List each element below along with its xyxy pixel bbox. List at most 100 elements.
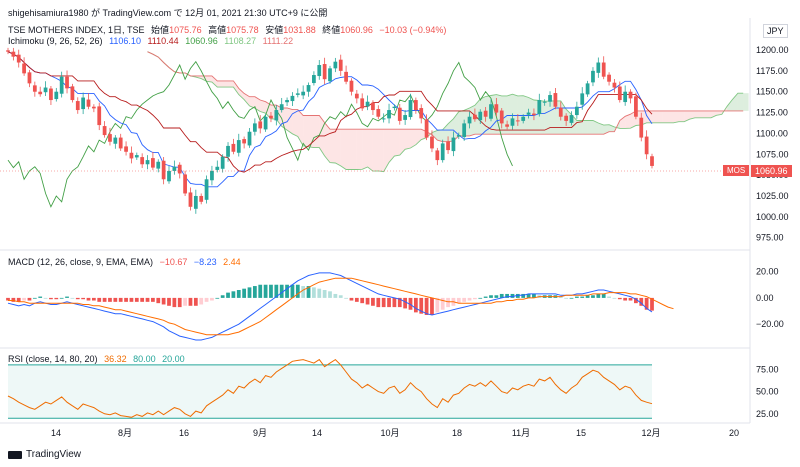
candle xyxy=(623,85,628,106)
candle-body xyxy=(392,106,397,109)
candle xyxy=(376,105,381,120)
candle-body xyxy=(408,100,413,118)
candle-body xyxy=(247,131,252,146)
macd-histogram-bar xyxy=(75,297,80,300)
candle xyxy=(617,81,622,103)
rsi-line xyxy=(7,358,653,418)
macd-histogram-bar xyxy=(38,296,43,298)
cloud-segment xyxy=(340,129,347,170)
candle xyxy=(532,108,536,121)
candle xyxy=(596,57,601,78)
candle xyxy=(81,92,86,115)
symbol-label: TSE MOTHERS INDEX, 1日, TSE xyxy=(8,25,145,35)
candle-body xyxy=(70,86,75,101)
currency-badge[interactable]: JPY xyxy=(763,24,788,38)
cloud-segment xyxy=(431,130,438,141)
candle xyxy=(118,133,123,151)
candle-body xyxy=(435,150,440,161)
rsi-tick-label: 50.00 xyxy=(756,387,779,397)
candle xyxy=(473,108,477,122)
macd-histogram-bar xyxy=(279,284,284,298)
candle-body xyxy=(387,110,391,119)
macd-histogram-bar xyxy=(290,284,295,298)
candle-body xyxy=(494,104,499,113)
candle-body xyxy=(537,100,542,115)
candle-body xyxy=(183,174,187,194)
candle-body xyxy=(467,116,472,124)
cloud-segment xyxy=(646,110,652,123)
macd-histogram-bar xyxy=(569,297,574,299)
candle-body xyxy=(290,95,295,102)
candle-body xyxy=(231,143,236,152)
macd-histogram-bar xyxy=(54,297,59,300)
cloud-segment xyxy=(206,75,212,83)
cloud-segment xyxy=(249,96,255,109)
candle xyxy=(220,154,225,173)
macd-histogram-bar xyxy=(102,297,107,302)
candle xyxy=(193,189,198,214)
candle-body xyxy=(489,104,493,119)
candle-body xyxy=(580,93,585,105)
candle xyxy=(403,110,408,125)
candle xyxy=(564,113,569,126)
macd-histogram-bar xyxy=(467,297,472,301)
macd-histogram-bar xyxy=(650,297,654,311)
candle-body xyxy=(172,166,177,171)
candle xyxy=(11,47,16,61)
cloud-segment xyxy=(346,129,352,170)
candle-body xyxy=(376,109,381,117)
candle-body xyxy=(397,107,402,121)
candle-body xyxy=(54,91,59,100)
candle-body xyxy=(199,195,204,202)
cloud-segment xyxy=(598,122,604,135)
candle xyxy=(607,72,611,86)
macd-histogram-bar xyxy=(312,287,316,298)
macd-histogram-bar xyxy=(134,297,139,302)
candle-body xyxy=(585,83,590,95)
tradingview-logo[interactable]: TradingView xyxy=(8,449,81,460)
candle xyxy=(140,153,145,169)
candle-body xyxy=(430,136,434,149)
candle-body xyxy=(6,50,10,52)
candle-body xyxy=(113,137,118,144)
macd-hist-value: −10.67 xyxy=(159,257,188,267)
candle-body xyxy=(22,63,26,74)
candle xyxy=(574,101,579,119)
cloud-segment xyxy=(233,80,239,95)
candle xyxy=(591,67,595,87)
macd-histogram-bar xyxy=(580,296,585,298)
candle-body xyxy=(210,170,214,181)
macd-histogram-bar xyxy=(124,297,128,302)
candle xyxy=(650,153,654,169)
cloud-segment xyxy=(678,110,685,122)
macd-histogram-bar xyxy=(639,297,644,306)
cloud-segment xyxy=(700,110,706,118)
candle-body xyxy=(515,120,520,122)
time-tick-label: 16 xyxy=(179,428,189,438)
candle xyxy=(145,155,150,170)
rsi-upper: 80.00 xyxy=(133,354,156,364)
cloud-segment xyxy=(222,80,229,88)
candle xyxy=(16,49,21,68)
candle-body xyxy=(505,124,509,127)
macd-histogram-bar xyxy=(446,297,450,308)
macd-histogram-bar xyxy=(183,297,187,306)
candle-body xyxy=(365,101,370,107)
cloud-segment xyxy=(372,129,379,172)
price-tick-label: 1075.00 xyxy=(756,149,789,159)
macd-histogram-bar xyxy=(43,297,48,299)
candle xyxy=(505,120,509,130)
candle xyxy=(75,97,80,114)
open-value: 1075.76 xyxy=(169,25,202,35)
rsi-name: RSI (close, 14, 80, 20) xyxy=(8,354,98,364)
candle-body xyxy=(134,155,139,158)
candle-body xyxy=(333,61,338,69)
macd-histogram-bar xyxy=(644,297,649,310)
macd-histogram-bar xyxy=(515,293,520,298)
candle xyxy=(381,113,386,123)
candle xyxy=(279,97,284,113)
candle-body xyxy=(279,104,284,111)
high-label: 高値 xyxy=(208,25,227,35)
candle xyxy=(446,136,450,154)
